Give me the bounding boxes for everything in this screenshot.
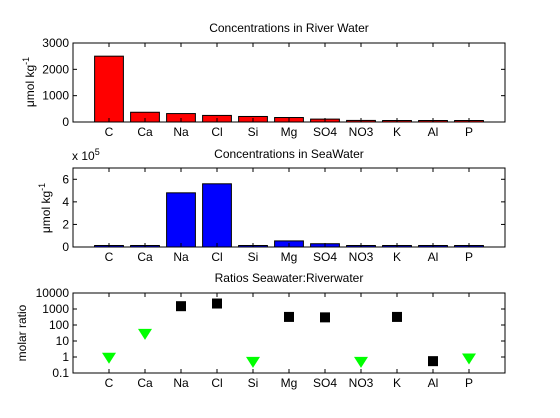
x-tick-label: Na: [173, 250, 189, 264]
x-tick-label: Ca: [137, 376, 153, 390]
river-chart-title: Concentrations in River Water: [209, 21, 369, 35]
x-tick-label: K: [393, 250, 401, 264]
river-x-ticks: C Ca Na Cl Si Mg SO4 NO3 K Al P: [105, 43, 473, 139]
ratio-x-ticks: C Ca Na Cl Si Mg SO4 NO3 K Al P: [105, 293, 473, 390]
marker-ca: [138, 328, 152, 340]
seawater-plot-area: [72, 167, 506, 248]
marker-k: [392, 311, 402, 322]
x-tick-label: Cl: [211, 376, 222, 390]
x-tick-label: Na: [173, 125, 189, 139]
ratio-y-ticks: 0.1 1 10 100 1000 10000: [36, 286, 505, 380]
y-tick-label: 0: [62, 115, 69, 129]
y-tick-label: 2000: [42, 62, 69, 76]
ratio-y-axis-label: molar ratio: [15, 304, 29, 361]
x-tick-label: Ca: [137, 125, 153, 139]
x-tick-label: Al: [428, 250, 439, 264]
x-tick-label: SO4: [313, 376, 337, 390]
x-tick-label: Mg: [281, 376, 298, 390]
river-y-ticks: 0 1000 2000 3000: [42, 36, 505, 129]
marker-mg: [284, 311, 294, 322]
x-tick-label: NO3: [349, 125, 374, 139]
y-tick-label: 4: [62, 195, 69, 209]
y-tick-label: 1000: [42, 302, 69, 316]
x-tick-label: Cl: [211, 250, 222, 264]
x-tick-label: Si: [248, 376, 259, 390]
river-y-axis-label: μmol kg-1: [21, 57, 37, 107]
x-tick-label: SO4: [313, 125, 337, 139]
y-tick-label: 1000: [42, 89, 69, 103]
bar-na: [166, 192, 196, 248]
x-tick-label: NO3: [349, 376, 374, 390]
marker-no3: [354, 356, 368, 368]
x-tick-label: C: [105, 125, 114, 139]
marker-so4: [320, 312, 330, 323]
seawater-exponent-label: x 105: [72, 147, 100, 163]
x-tick-label: NO3: [349, 250, 374, 264]
marker-al: [428, 356, 438, 367]
ratio-chart-title: Ratios Seawater:Riverwater: [215, 271, 364, 285]
ratio-chart: Ratios Seawater:Riverwater 0.1 1 10 100 1000…: [15, 271, 506, 390]
x-tick-label: P: [465, 250, 473, 264]
x-tick-label: Mg: [281, 125, 298, 139]
y-tick-label: 6: [62, 172, 69, 186]
river-plot-area: [72, 42, 506, 123]
ratio-markers: [102, 298, 476, 368]
x-tick-label: P: [465, 125, 473, 139]
marker-p: [462, 353, 476, 365]
x-tick-label: Al: [428, 376, 439, 390]
river-water-chart: Concentrations in River Water 0 1000 2000 3…: [21, 21, 506, 139]
x-tick-label: Si: [248, 250, 259, 264]
y-tick-label: 3000: [42, 36, 69, 50]
x-tick-label: Cl: [211, 125, 222, 139]
ratio-plot-area: [72, 292, 506, 374]
x-tick-label: C: [105, 250, 114, 264]
y-tick-label: 1: [62, 350, 69, 364]
bar-cl: [202, 183, 232, 248]
y-tick-label: 0.1: [52, 366, 69, 380]
y-tick-label: 0: [62, 240, 69, 254]
marker-si: [246, 356, 260, 368]
x-tick-label: SO4: [313, 250, 337, 264]
x-tick-label: K: [393, 125, 401, 139]
y-tick-label: 10000: [36, 286, 70, 300]
y-tick-label: 2: [62, 217, 69, 231]
y-tick-label: 100: [49, 318, 69, 332]
x-tick-label: C: [105, 376, 114, 390]
x-tick-label: Ca: [137, 250, 153, 264]
marker-c: [102, 352, 116, 364]
seawater-y-ticks: 0 2 4 6: [62, 172, 505, 254]
x-tick-label: Mg: [281, 250, 298, 264]
x-tick-label: Al: [428, 125, 439, 139]
x-tick-label: P: [465, 376, 473, 390]
bar-c: [94, 55, 124, 123]
seawater-chart-title: Concentrations in SeaWater: [214, 147, 364, 161]
seawater-x-ticks: C Ca Na Cl Si Mg SO4 NO3 K Al P: [105, 168, 473, 264]
marker-na: [176, 301, 186, 312]
x-tick-label: Si: [248, 125, 259, 139]
x-tick-label: Na: [173, 376, 189, 390]
y-tick-label: 10: [56, 334, 70, 348]
x-tick-label: K: [393, 376, 401, 390]
marker-cl: [212, 298, 222, 309]
seawater-y-axis-label: μmol kg-1: [37, 183, 53, 233]
